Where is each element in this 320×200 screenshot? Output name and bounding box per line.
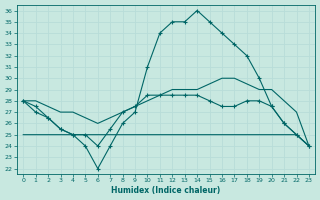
X-axis label: Humidex (Indice chaleur): Humidex (Indice chaleur) bbox=[111, 186, 221, 195]
